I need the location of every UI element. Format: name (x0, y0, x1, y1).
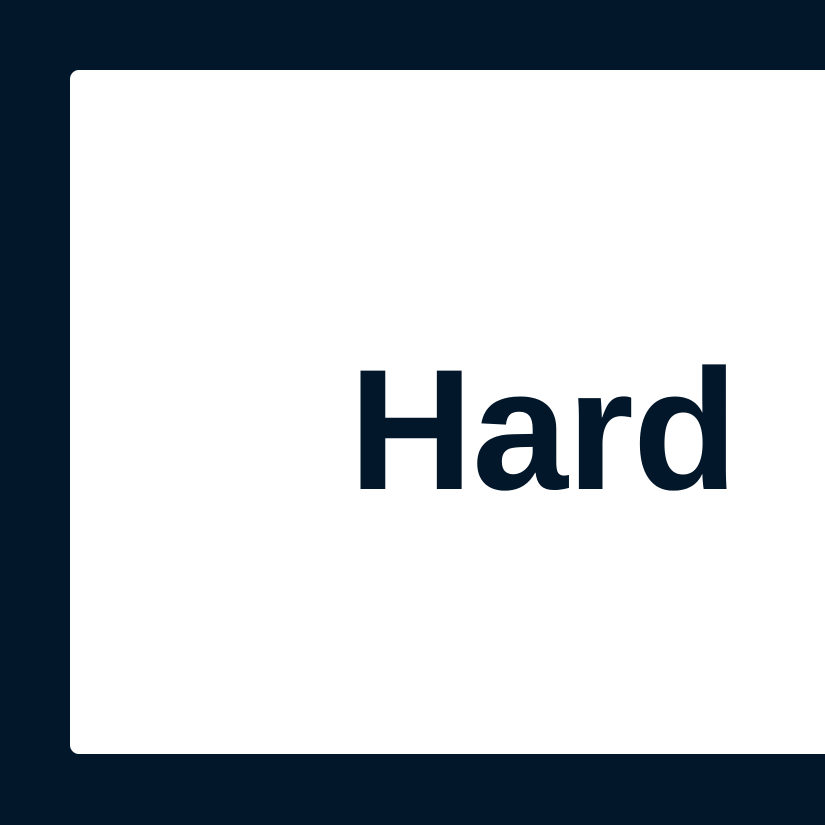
difficulty-label: Hard (349, 334, 738, 526)
difficulty-card[interactable]: Hard (70, 70, 825, 754)
